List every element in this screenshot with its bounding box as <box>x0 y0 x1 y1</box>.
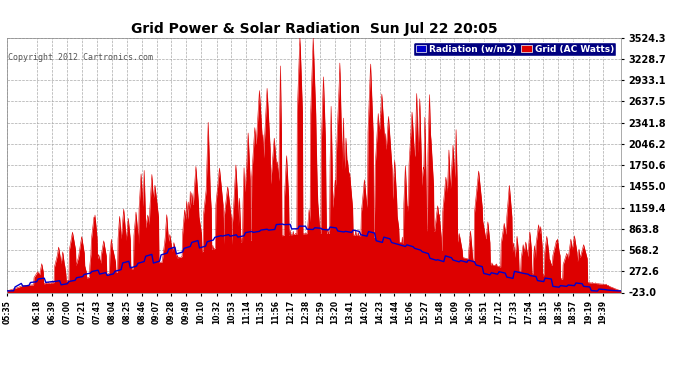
Text: Copyright 2012 Cartronics.com: Copyright 2012 Cartronics.com <box>8 53 153 62</box>
Legend: Radiation (w/m2), Grid (AC Watts): Radiation (w/m2), Grid (AC Watts) <box>413 42 616 56</box>
Title: Grid Power & Solar Radiation  Sun Jul 22 20:05: Grid Power & Solar Radiation Sun Jul 22 … <box>130 22 497 36</box>
